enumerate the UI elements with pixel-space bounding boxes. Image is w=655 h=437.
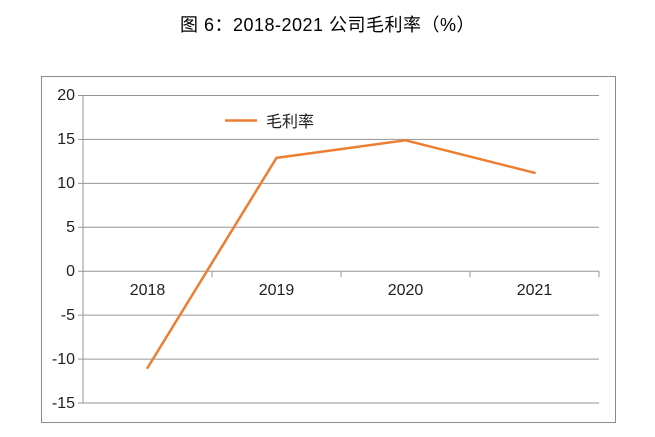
y-axis-tick-label: 5 xyxy=(66,218,75,236)
x-axis-tick-label: 2021 xyxy=(516,282,553,299)
y-axis-tick-label: -15 xyxy=(51,394,75,412)
x-axis-tick-label: 2020 xyxy=(387,282,424,299)
legend-line-swatch xyxy=(225,118,257,122)
x-axis-tick-label: 2018 xyxy=(129,282,166,299)
legend-label: 毛利率 xyxy=(266,114,315,131)
y-axis-tick-label: 20 xyxy=(57,87,75,104)
gross-margin-series-line xyxy=(146,139,536,370)
y-axis-tick-label: 0 xyxy=(66,262,75,280)
y-axis-tick-label: 10 xyxy=(57,174,75,192)
chart-title: 图 6：2018-2021 公司毛利率（%） xyxy=(179,15,476,35)
chart-plot-frame xyxy=(41,76,616,423)
x-axis-tick-label: 2019 xyxy=(258,282,295,299)
legend: 毛利率 xyxy=(224,108,314,132)
y-axis-tick-label: -5 xyxy=(60,306,75,324)
y-axis-tick-label: -10 xyxy=(51,350,75,368)
y-axis-tick-label: 15 xyxy=(57,130,75,148)
